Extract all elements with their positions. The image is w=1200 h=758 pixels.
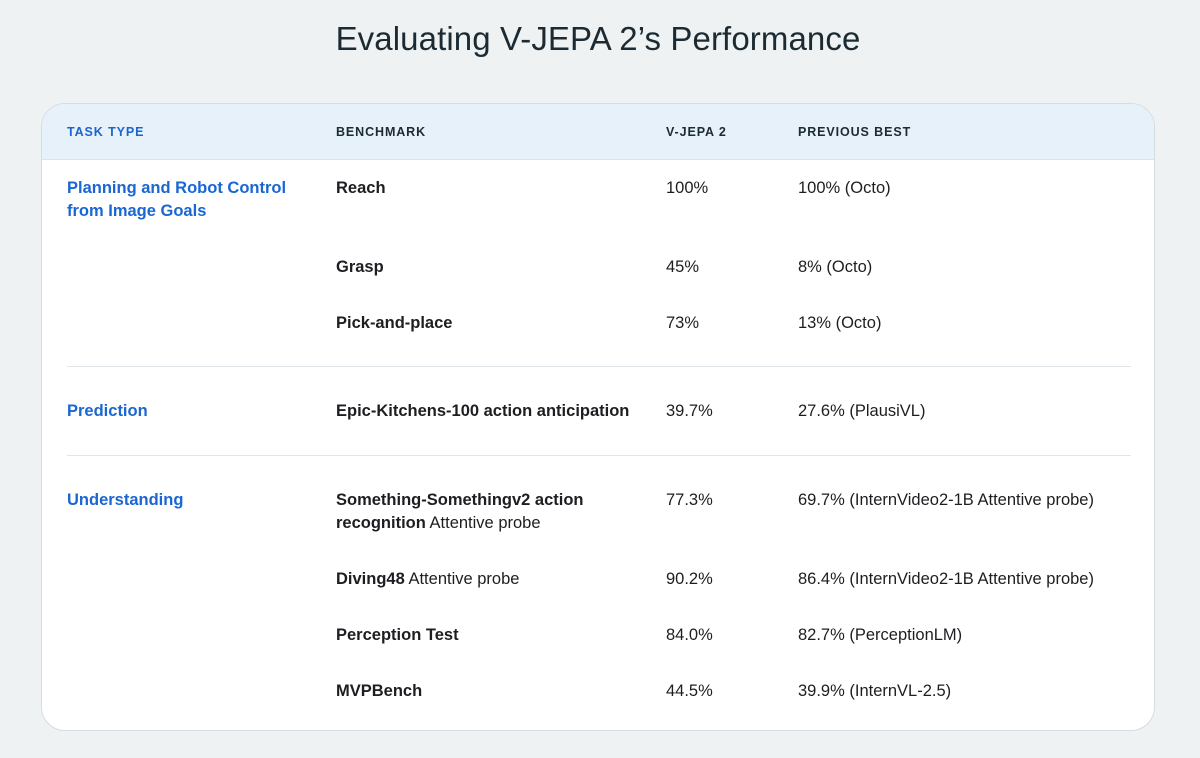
vjepa2-score: 73%	[666, 314, 700, 332]
task-type-label: Prediction	[67, 402, 148, 420]
benchmark-name: Diving48	[336, 570, 405, 588]
header-benchmark: BENCHMARK	[336, 125, 427, 139]
group-divider	[67, 455, 1131, 456]
previous-best-score: 39.9% (InternVL-2.5)	[798, 682, 952, 700]
benchmark-name: Something-Somethingv2 action recognition	[336, 491, 584, 532]
benchmark-cell: Epic-Kitchens-100 action anticipation	[336, 400, 666, 423]
benchmark-name: Epic-Kitchens-100 action anticipation	[336, 402, 630, 420]
benchmark-cell: Reach	[336, 177, 656, 200]
task-type-label: Planning and Robot Control from Image Go…	[67, 179, 287, 220]
benchmark-cell: Diving48 Attentive probe	[336, 568, 656, 591]
vjepa2-score: 45%	[666, 258, 700, 276]
benchmark-cell: Something-Somethingv2 action recognition…	[336, 489, 626, 535]
header-task-type: TASK TYPE	[67, 125, 145, 139]
previous-best-score: 86.4% (InternVideo2-1B Attentive probe)	[798, 570, 1094, 588]
vjepa2-score: 39.7%	[666, 402, 713, 420]
table-header: TASK TYPE BENCHMARK V-JEPA 2 PREVIOUS BE…	[42, 104, 1154, 160]
benchmark-name: MVPBench	[336, 682, 423, 700]
previous-best-score: 100% (Octo)	[798, 179, 891, 197]
benchmark-method: Attentive probe	[429, 514, 541, 532]
benchmark-name: Reach	[336, 179, 386, 197]
previous-best-score: 8% (Octo)	[798, 258, 873, 276]
previous-best-score: 82.7% (PerceptionLM)	[798, 626, 963, 644]
task-type-label: Understanding	[67, 491, 184, 509]
previous-best-score: 69.7% (InternVideo2-1B Attentive probe)	[798, 491, 1094, 509]
vjepa2-score: 84.0%	[666, 626, 713, 644]
benchmark-cell: Perception Test	[336, 624, 656, 647]
benchmark-cell: MVPBench	[336, 680, 656, 703]
benchmark-cell: Pick-and-place	[336, 312, 656, 335]
vjepa2-score: 90.2%	[666, 570, 713, 588]
benchmark-method: Attentive probe	[408, 570, 520, 588]
vjepa2-score: 100%	[666, 179, 709, 197]
vjepa2-score: 77.3%	[666, 491, 713, 509]
header-vjepa2: V-JEPA 2	[666, 125, 727, 139]
benchmark-name: Perception Test	[336, 626, 459, 644]
header-previous-best: PREVIOUS BEST	[798, 125, 912, 139]
page-title: Evaluating V-JEPA 2’s Performance	[335, 20, 861, 57]
benchmark-name: Grasp	[336, 258, 384, 276]
benchmark-cell: Grasp	[336, 256, 656, 279]
previous-best-score: 27.6% (PlausiVL)	[798, 402, 926, 420]
vjepa2-score: 44.5%	[666, 682, 713, 700]
group-divider	[67, 366, 1131, 367]
benchmark-name: Pick-and-place	[336, 314, 453, 332]
previous-best-score: 13% (Octo)	[798, 314, 882, 332]
results-table: TASK TYPE BENCHMARK V-JEPA 2 PREVIOUS BE…	[41, 103, 1155, 731]
